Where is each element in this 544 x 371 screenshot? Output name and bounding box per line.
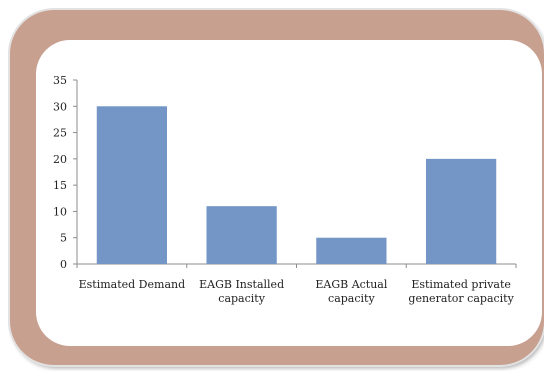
x-category-label: capacity	[328, 292, 375, 305]
y-tick-label: 10	[53, 205, 67, 218]
x-category-label: generator capacity	[408, 292, 514, 305]
y-tick-label: 30	[53, 100, 67, 113]
x-category-label: capacity	[218, 292, 265, 305]
x-category-label: EAGB Installed	[199, 278, 284, 291]
y-axis: 0 5 10 15 20 25 30 35	[53, 74, 78, 271]
y-tick-label: 0	[60, 258, 67, 271]
bar	[206, 206, 277, 264]
bar	[426, 158, 497, 264]
category-labels: Estimated Demand EAGB InstalledcapacityEA…	[79, 278, 515, 305]
y-tick-label: 35	[53, 74, 67, 87]
bars	[96, 106, 497, 265]
bar	[96, 106, 167, 265]
x-category-label: Estimated Demand	[79, 278, 186, 291]
x-category-label: Estimated private	[411, 278, 511, 291]
y-tick-label: 5	[60, 232, 67, 245]
y-tick-label: 20	[53, 153, 67, 166]
y-tick-label: 15	[53, 179, 67, 192]
x-category-label: EAGB Actual	[315, 278, 388, 291]
bar	[316, 237, 387, 264]
x-axis	[76, 263, 517, 268]
y-tick-label: 25	[53, 127, 67, 140]
